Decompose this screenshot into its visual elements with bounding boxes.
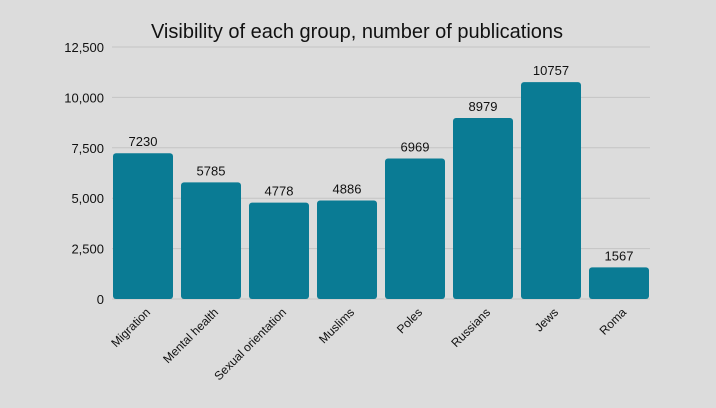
bar-russians: [453, 117, 513, 299]
data-label: 7230: [129, 134, 158, 149]
data-label: 8979: [469, 99, 498, 114]
chart-title: Visibility of each group, number of publ…: [151, 21, 563, 43]
bar-poles: [385, 158, 445, 299]
y-tick-label: 12,500: [64, 40, 104, 55]
data-label: 5785: [197, 163, 226, 178]
bars: [113, 82, 649, 299]
y-tick-label: 0: [97, 292, 104, 307]
y-tick-label: 5,000: [71, 191, 104, 206]
y-axis-tick-labels: 0 2,500 5,000 7,500 10,000 12,500: [64, 40, 104, 307]
y-tick-label: 10,000: [64, 90, 104, 105]
bar-sexual-orientation: [249, 202, 309, 299]
data-label: 1567: [605, 248, 634, 263]
data-label: 6969: [401, 140, 430, 155]
bar-jews: [521, 82, 581, 299]
bar-muslims: [317, 200, 377, 299]
bar-migration: [113, 153, 173, 299]
data-label: 4778: [265, 184, 294, 199]
bar-mental-health: [181, 182, 241, 299]
bar-roma: [589, 267, 649, 299]
y-tick-label: 2,500: [71, 242, 104, 257]
data-labels: 7230 5785 4778 4886 6969 8979 10757 1567: [129, 63, 634, 263]
y-tick-label: 7,500: [71, 141, 104, 156]
data-label: 10757: [533, 63, 569, 78]
data-label: 4886: [333, 181, 362, 196]
